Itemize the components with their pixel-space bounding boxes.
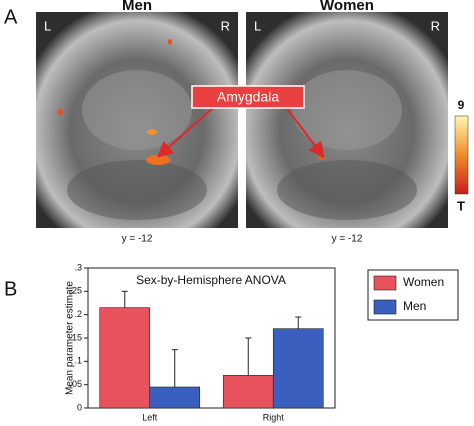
colorbar-max: 9 (458, 98, 465, 112)
x-tick-label: Left (142, 412, 158, 422)
brain-image: Men L R y = -12 (36, 0, 238, 245)
activation (318, 156, 326, 160)
y-tick-label: .05 (69, 379, 82, 389)
x-tick-label: Right (263, 412, 285, 422)
colorbar-label: T (457, 198, 465, 213)
y-tick-label: .2 (74, 309, 82, 319)
brain-structure (82, 70, 192, 150)
brain-image: Women L R y = -12 (246, 0, 448, 245)
arrow (284, 105, 325, 159)
brain-structure (67, 160, 207, 220)
colorbar (454, 115, 469, 195)
activation (146, 155, 170, 165)
legend-swatch (373, 299, 397, 315)
side-label: L (254, 18, 261, 33)
image-title: Men (122, 0, 152, 14)
y-tick-label: .3 (74, 262, 82, 272)
panel-label: B (4, 278, 17, 300)
side-label: R (431, 18, 440, 33)
brain-structure (277, 160, 417, 220)
bar (222, 375, 274, 409)
panel-label: A (4, 6, 18, 28)
chart-title: Sex-by-Hemisphere ANOVA (136, 273, 286, 287)
y-axis-label: Mean parameter estimate (65, 281, 76, 395)
image-title: Women (320, 0, 374, 14)
side-label: L (44, 18, 51, 33)
legend-swatch (373, 275, 397, 291)
side-label: R (221, 18, 230, 33)
y-tick-label: .1 (74, 356, 82, 366)
y-tick-label: .15 (69, 332, 82, 342)
legend-label: Men (403, 299, 426, 313)
legend-label: Women (403, 275, 444, 289)
chart: Sex-by-Hemisphere ANOVA Mean parameter e… (65, 262, 459, 422)
bar (149, 386, 201, 409)
bar (99, 307, 151, 409)
arrow (157, 105, 216, 158)
image-caption: y = -12 (332, 234, 363, 245)
y-tick-label: 0 (77, 402, 82, 412)
bar (272, 328, 324, 409)
activation (57, 109, 63, 115)
annotation-box (191, 85, 305, 109)
activation (147, 129, 157, 135)
brain-structure (292, 70, 402, 150)
image-caption: y = -12 (122, 234, 153, 245)
activation (168, 39, 172, 45)
y-tick-label: .25 (69, 286, 82, 296)
annotation: Amygdala (217, 89, 279, 105)
